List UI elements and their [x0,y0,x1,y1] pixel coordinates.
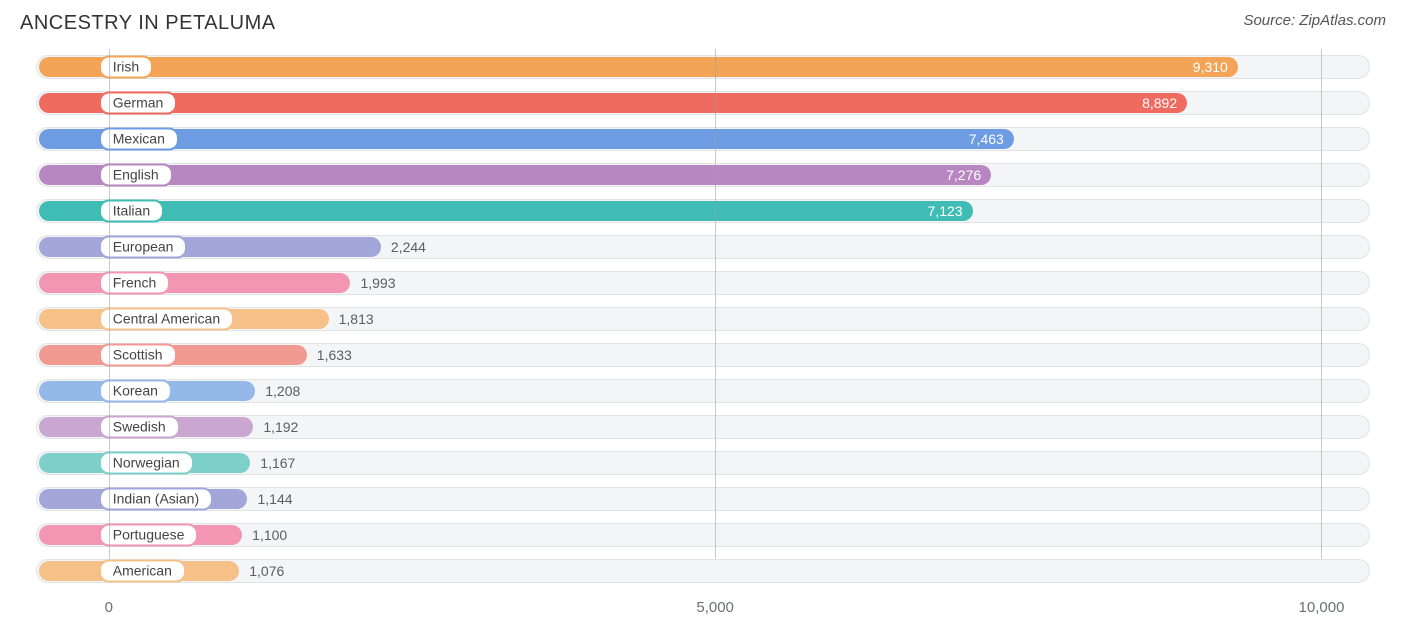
bar-value: 1,192 [263,419,298,435]
bar-label-pill: European [99,236,188,259]
bar-row: German 8,892 [36,89,1370,117]
bar-value: 1,633 [317,347,352,363]
bar-row: Korean 1,208 [36,377,1370,405]
bar-row: Scottish 1,633 [36,341,1370,369]
bar-label-pill: Irish [99,56,153,79]
bar-label-pill: Mexican [99,128,179,151]
bar-label-pill: Central American [99,308,234,331]
bar-value: 1,993 [360,275,395,291]
bar-label-pill: Italian [99,200,164,223]
bar-row: European 2,244 [36,233,1370,261]
bar-label-pill: Indian (Asian) [99,488,213,511]
bar-value: 7,123 [928,203,963,219]
bar-value: 1,167 [260,455,295,471]
axis-tick: 10,000 [1299,599,1345,616]
bar-value: 7,463 [969,131,1004,147]
bar-label-pill: Korean [99,380,172,403]
bar-value: 1,813 [339,311,374,327]
bar-fill [39,165,991,185]
bar-row: English 7,276 [36,161,1370,189]
chart-source: Source: ZipAtlas.com [1243,12,1386,29]
bar-label-pill: German [99,92,178,115]
bar-row: American 1,076 [36,557,1370,585]
bar-value: 1,144 [257,491,292,507]
bar-fill [39,57,1238,77]
bar-label-pill: Swedish [99,416,180,439]
bar-label-pill: American [99,560,186,583]
bar-label-pill: English [99,164,173,187]
bar-row: Central American 1,813 [36,305,1370,333]
bar-label-pill: Norwegian [99,452,194,475]
bar-value: 1,076 [249,563,284,579]
bar-label-pill: Portuguese [99,524,199,547]
bar-value: 2,244 [391,239,426,255]
bar-row: Irish 9,310 [36,53,1370,81]
bar-row: Mexican 7,463 [36,125,1370,153]
bar-fill [39,129,1014,149]
bar-row: Indian (Asian) 1,144 [36,485,1370,513]
axis-tick: 0 [105,599,113,616]
bar-value: 8,892 [1142,95,1177,111]
bar-value: 9,310 [1193,59,1228,75]
bar-fill [39,237,381,257]
chart-title: ANCESTRY IN PETALUMA [20,12,276,35]
chart-plot: Irish 9,310 German 8,892 Mexican 7,463 English… [20,53,1386,585]
ancestry-chart: Irish 9,310 German 8,892 Mexican 7,463 English… [20,53,1386,623]
bar-value: 1,100 [252,527,287,543]
bar-value: 7,276 [946,167,981,183]
bar-row: Swedish 1,192 [36,413,1370,441]
bar-row: Portuguese 1,100 [36,521,1370,549]
bar-row: French 1,993 [36,269,1370,297]
axis-tick: 5,000 [696,599,734,616]
bar-row: Norwegian 1,167 [36,449,1370,477]
bar-fill [39,273,350,293]
bar-fill [39,201,973,221]
bar-label-pill: Scottish [99,344,177,367]
bar-label-pill: French [99,272,171,295]
chart-header: ANCESTRY IN PETALUMA Source: ZipAtlas.co… [20,12,1386,35]
bar-row: Italian 7,123 [36,197,1370,225]
bar-fill [39,93,1187,113]
bar-value: 1,208 [265,383,300,399]
chart-x-axis: 0 5,000 10,000 [36,593,1370,623]
